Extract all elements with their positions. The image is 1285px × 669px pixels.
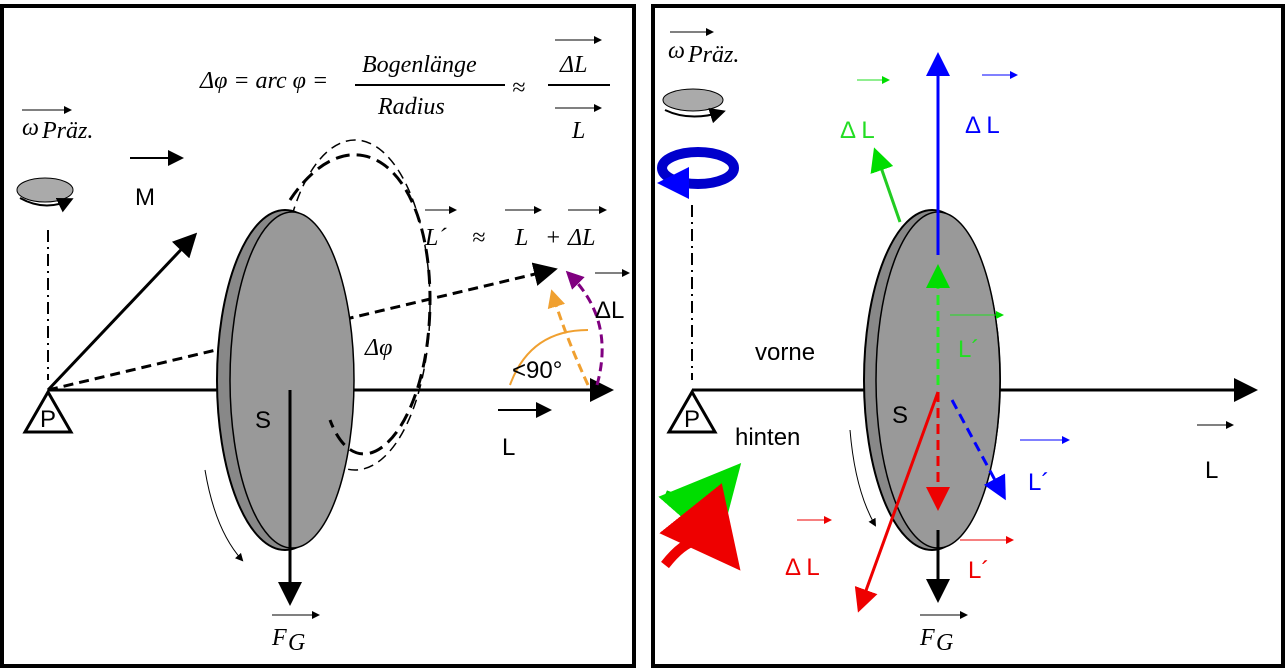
formula: Radius [377, 94, 445, 120]
formula: L [571, 118, 585, 144]
omega: ω [668, 38, 685, 64]
back: hinten [735, 424, 800, 451]
momentum: L [1205, 457, 1218, 484]
l-prime-red: L´ [968, 557, 989, 584]
sum: + [545, 225, 561, 251]
sum: L´ [424, 225, 447, 251]
sum: ≈ [472, 225, 485, 251]
force: F [271, 625, 287, 651]
torque: M [135, 184, 155, 211]
right-panel: ω Präz. L vorne hinten S F G Δ L Δ L L´ … [651, 4, 1285, 668]
angle: <90° [512, 357, 562, 384]
left-panel: Δφ = arc φ = Bogenlänge Radius ≈ ΔL L ω … [0, 4, 636, 668]
pivot: P [40, 406, 56, 433]
sum: ΔL [567, 225, 595, 251]
delta-phi: Δφ [364, 335, 392, 361]
center: S [892, 402, 908, 429]
front: vorne [755, 339, 815, 366]
force: F [919, 625, 935, 651]
omega-sub: Präz. [687, 42, 739, 68]
force-sub: G [936, 630, 953, 656]
delta-l: ΔL [595, 297, 624, 324]
delta-l-red: Δ L [785, 554, 820, 581]
formula: Bogenlänge [362, 52, 477, 78]
center: S [255, 407, 271, 434]
delta-l-green: Δ L [840, 117, 875, 144]
pivot: P [684, 406, 700, 433]
l-prime-green: L´ [958, 336, 979, 363]
omega: ω [22, 115, 39, 141]
sum: L [514, 225, 528, 251]
formula: Δφ = arc φ = [199, 68, 328, 94]
force-sub: G [288, 630, 305, 656]
omega-sub: Präz. [41, 118, 93, 144]
momentum: L [502, 434, 515, 461]
formula: ΔL [559, 52, 587, 78]
delta-l-blue: Δ L [965, 112, 1000, 139]
formula: ≈ [512, 75, 525, 101]
l-prime-blue: L´ [1028, 469, 1049, 496]
